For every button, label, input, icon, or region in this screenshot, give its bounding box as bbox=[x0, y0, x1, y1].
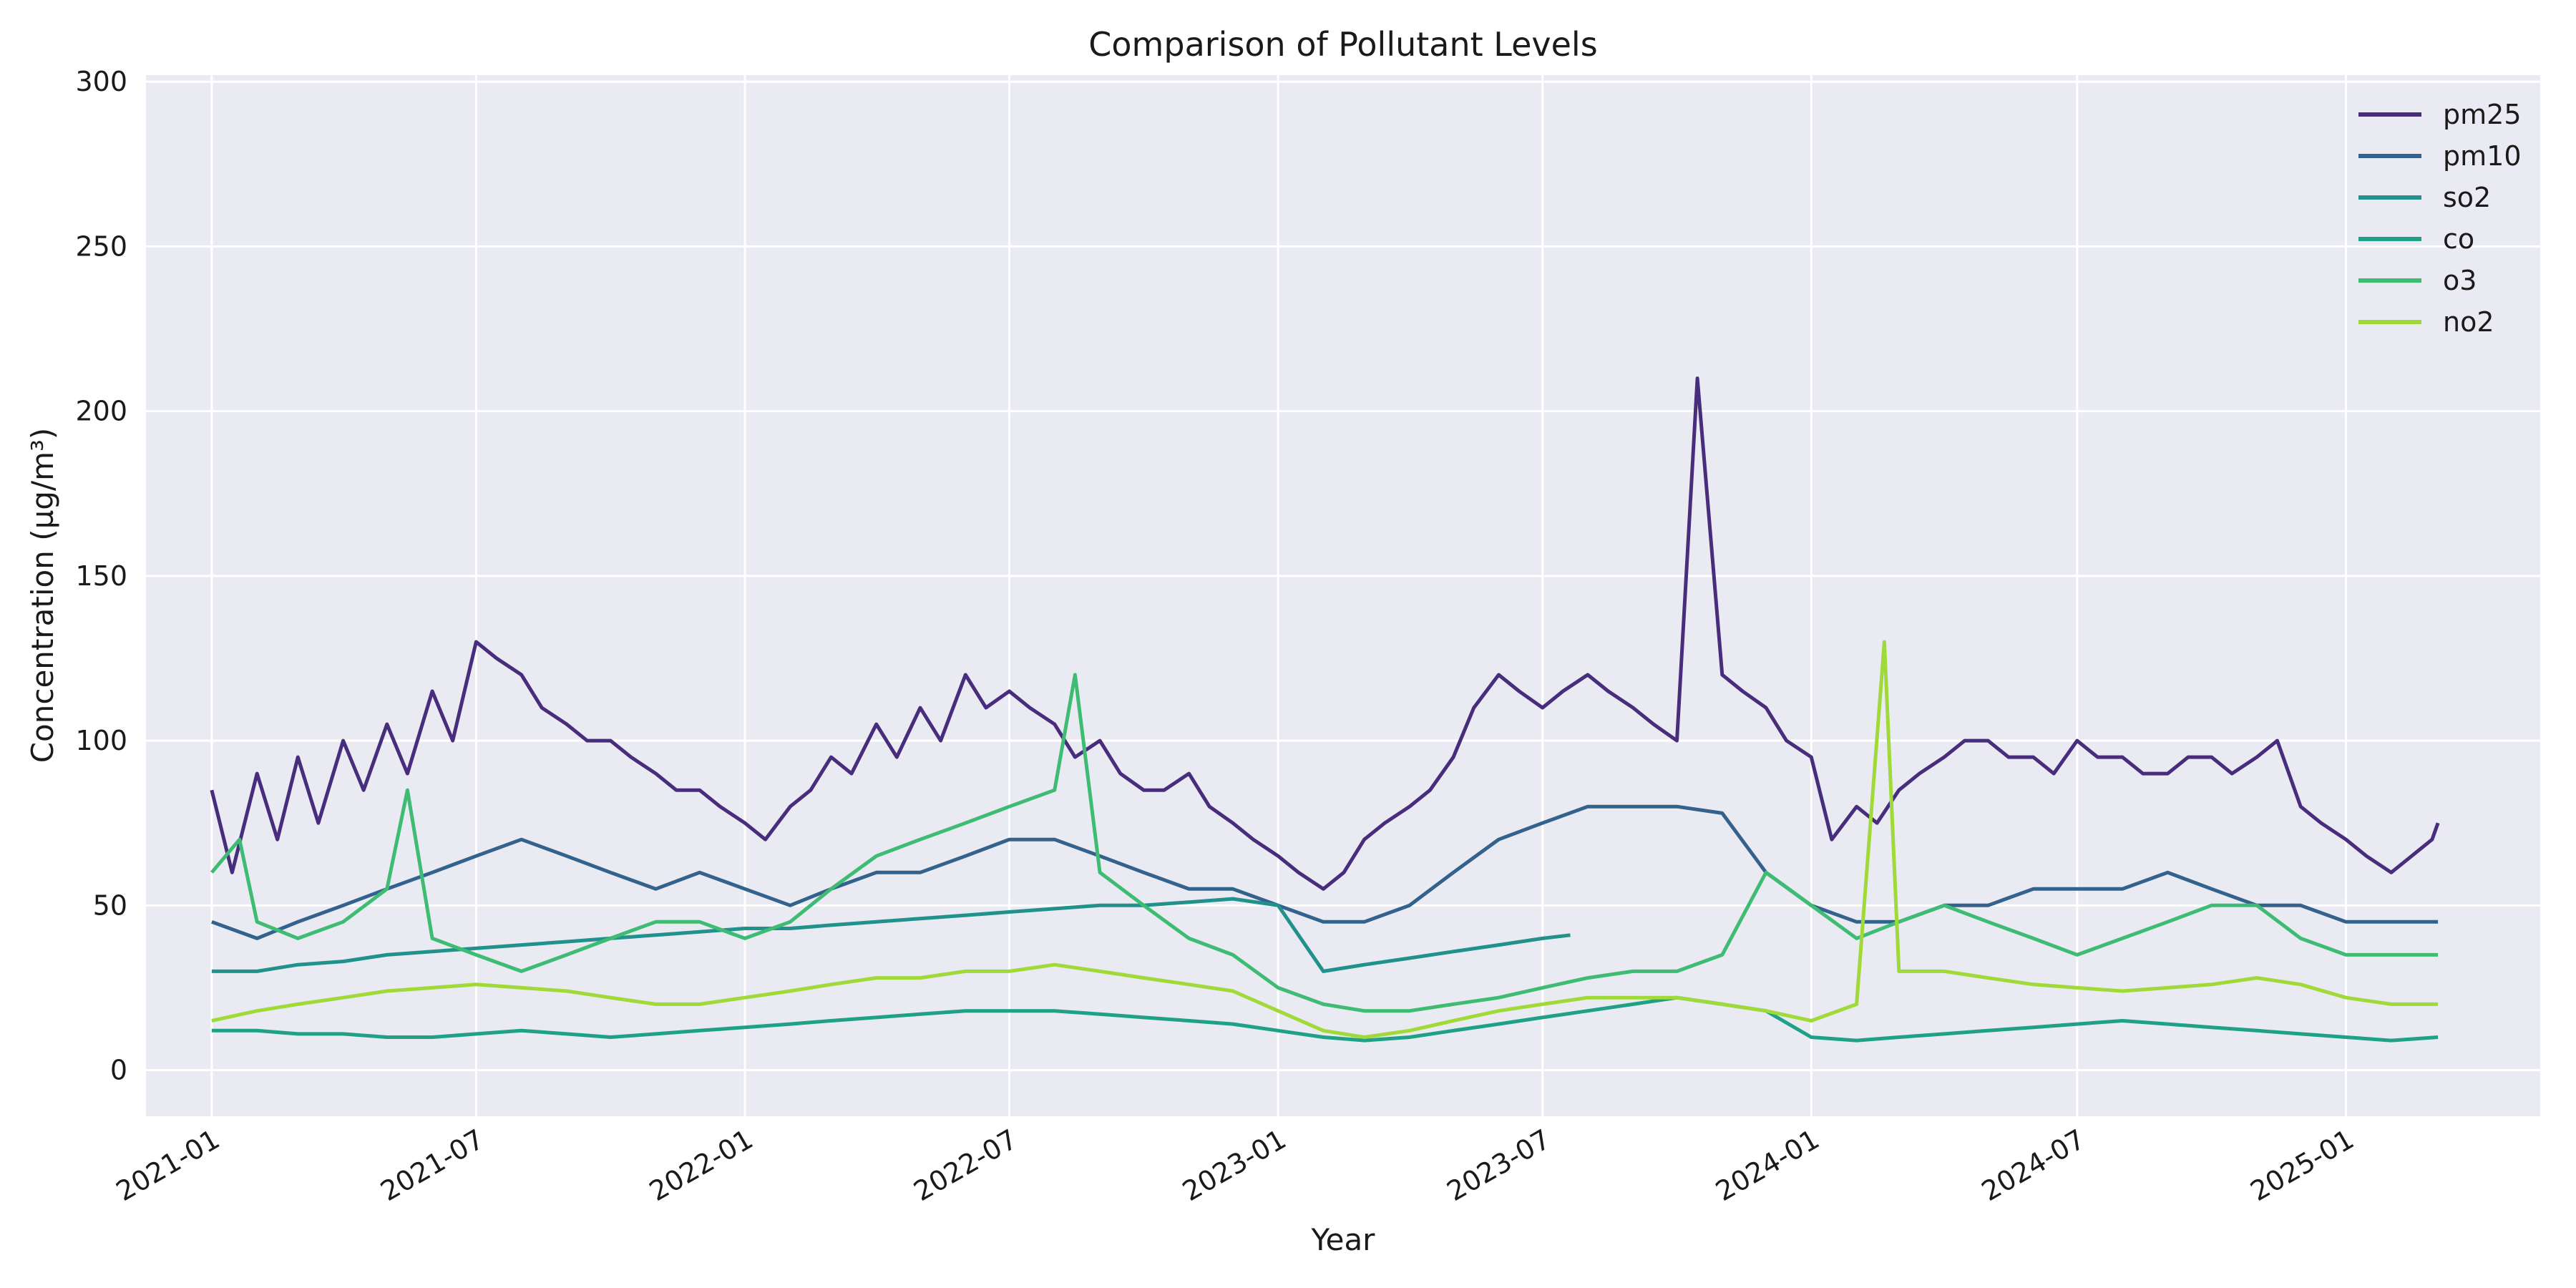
series-line-pm25 bbox=[210, 376, 2440, 891]
x-tick-label: 2024-07 bbox=[1976, 1123, 2091, 1207]
y-tick-labels: 0 50 100 150 200 250 300 bbox=[75, 66, 127, 1085]
legend: pm25 pm10 so2 co o3 no2 bbox=[2358, 99, 2522, 338]
y-tick-label: 250 bbox=[75, 230, 127, 262]
grid-lines bbox=[146, 75, 2540, 1116]
plot-background bbox=[146, 75, 2540, 1116]
series-line-so2 bbox=[211, 897, 1571, 973]
legend-label-pm25: pm25 bbox=[2443, 99, 2522, 130]
y-tick-label: 300 bbox=[75, 66, 127, 97]
chart-title: Comparison of Pollutant Levels bbox=[1088, 25, 1597, 64]
legend-label-pm10: pm10 bbox=[2443, 140, 2522, 172]
x-tick-label: 2024-01 bbox=[1710, 1123, 1825, 1207]
y-tick-label: 150 bbox=[75, 560, 127, 592]
x-tick-label: 2023-07 bbox=[1442, 1123, 1556, 1207]
legend-label-o3: o3 bbox=[2443, 265, 2477, 296]
series-line-o3 bbox=[210, 673, 2439, 1013]
x-tick-label: 2021-01 bbox=[111, 1123, 225, 1207]
legend-label-so2: so2 bbox=[2443, 182, 2491, 213]
y-axis-title: Concentration (µg/m³) bbox=[25, 428, 60, 763]
series-line-no2 bbox=[211, 640, 2439, 1039]
legend-label-no2: no2 bbox=[2443, 306, 2494, 338]
x-tick-label: 2022-01 bbox=[644, 1123, 758, 1207]
y-tick-label: 0 bbox=[110, 1055, 127, 1086]
legend-label-co: co bbox=[2443, 223, 2474, 255]
series-line-pm10 bbox=[211, 804, 2439, 940]
x-tick-labels: 2021-01 2021-07 2022-01 2022-07 2023-01 2023-… bbox=[111, 1123, 2359, 1207]
x-tick-label: 2022-07 bbox=[909, 1123, 1023, 1207]
y-tick-label: 50 bbox=[93, 889, 127, 921]
series-lines bbox=[210, 376, 2440, 1043]
x-tick-label: 2023-01 bbox=[1177, 1123, 1292, 1207]
x-axis-title: Year bbox=[1311, 1222, 1376, 1257]
y-tick-label: 200 bbox=[75, 396, 127, 427]
series-line-co bbox=[211, 995, 2439, 1043]
x-tick-label: 2025-01 bbox=[2245, 1123, 2359, 1207]
y-tick-label: 100 bbox=[75, 725, 127, 756]
x-tick-label: 2021-07 bbox=[375, 1123, 489, 1207]
